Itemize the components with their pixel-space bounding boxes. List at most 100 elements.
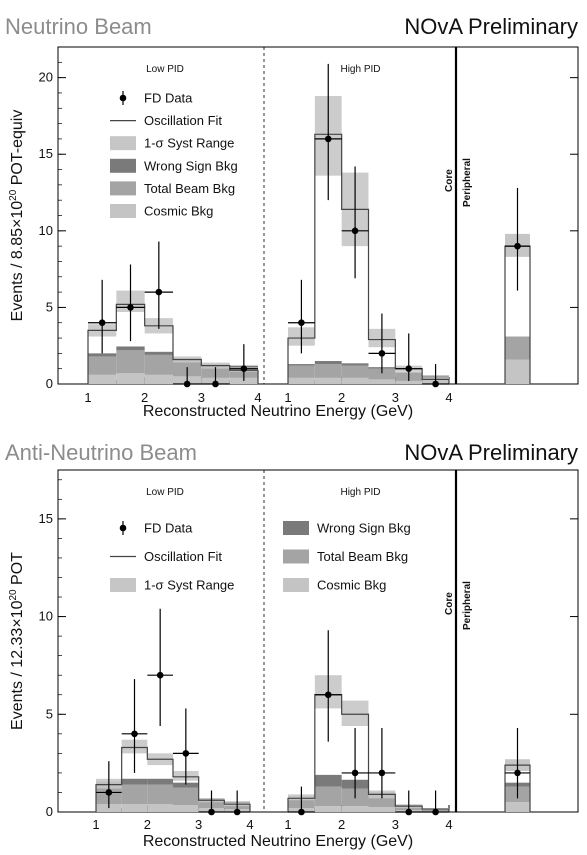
chart-panel-2: Anti-Neutrino Beam NOvA Preliminary Low PI… xyxy=(5,440,579,850)
high-x-tick-label: 2 xyxy=(338,390,345,405)
legend-label: FD Data xyxy=(144,91,193,106)
low-x-tick-label: 3 xyxy=(198,390,205,405)
legend-swatch xyxy=(110,181,136,196)
total-beam-bkg-bar xyxy=(147,784,173,805)
legend-swatch xyxy=(110,204,136,218)
legend-label: Cosmic Bkg xyxy=(317,578,386,593)
cosmic-bkg-bar xyxy=(395,380,423,384)
y-tick-label: 0 xyxy=(46,376,53,391)
total-beam-bkg-bar xyxy=(314,364,342,378)
data-point xyxy=(105,789,113,796)
cosmic-bkg-bar xyxy=(288,377,315,384)
high-pid-label: High PID xyxy=(340,64,380,75)
legend-item: Cosmic Bkg xyxy=(110,204,213,219)
y-tick-label: 5 xyxy=(46,706,53,721)
chart-title: Neutrino Beam xyxy=(5,14,152,39)
data-point xyxy=(298,808,305,816)
data-point xyxy=(212,380,219,388)
low-x-tick-label: 1 xyxy=(84,390,91,405)
data-point xyxy=(183,380,191,388)
low-x-tick-label: 4 xyxy=(254,390,261,405)
legend-label: 1-σ Syst Range xyxy=(144,136,234,151)
y-axis-label-part: Events / 8.85×10 xyxy=(9,201,26,322)
data-point xyxy=(378,769,386,777)
cosmic-bkg-bar xyxy=(147,804,173,812)
legend-label: Total Beam Bkg xyxy=(317,549,408,564)
cosmic-bkg-bar xyxy=(341,806,369,812)
legend-data-marker xyxy=(119,94,127,102)
high-x-tick-label: 1 xyxy=(284,817,291,832)
chart-panel-1: Neutrino Beam NOvA Preliminary Low PID High… xyxy=(5,14,579,420)
data-point xyxy=(131,730,138,738)
data-point xyxy=(208,808,215,816)
low-x-tick-label: 4 xyxy=(246,817,253,832)
legend-swatch xyxy=(283,521,309,535)
legend-item: Total Beam Bkg xyxy=(283,549,408,564)
legend-swatch xyxy=(283,549,309,564)
data-point xyxy=(514,769,521,777)
high-x-tick-label: 1 xyxy=(284,390,291,405)
legend-item: FD Data xyxy=(119,521,193,536)
y-axis-label-exponent: 20 xyxy=(8,189,19,201)
y-tick-label: 10 xyxy=(39,609,53,624)
high-x-tick-label: 4 xyxy=(445,817,452,832)
wrong-sign-bkg-bar xyxy=(314,774,342,787)
total-beam-bkg-bar xyxy=(341,365,369,378)
data-point xyxy=(324,135,332,143)
wrong-sign-bkg-bar xyxy=(314,361,342,365)
wrong-sign-bkg-bar xyxy=(341,363,369,366)
legend-swatch xyxy=(283,578,309,592)
legend-label: Wrong Sign Bkg xyxy=(144,158,238,173)
x-axis-label: Reconstructed Neutrino Energy (GeV) xyxy=(143,403,413,420)
y-tick-label: 15 xyxy=(39,511,53,526)
oscillation-fit-line xyxy=(95,746,251,812)
legend-label: Wrong Sign Bkg xyxy=(317,521,411,536)
total-beam-bkg-bar xyxy=(173,787,199,806)
legend-item: Wrong Sign Bkg xyxy=(110,158,238,173)
data-point xyxy=(324,691,332,699)
data-point xyxy=(514,242,521,250)
wrong-sign-bkg-bar xyxy=(173,782,199,788)
legend-item: Oscillation Fit xyxy=(110,549,222,564)
y-axis-label-part: POT-equiv xyxy=(9,110,26,190)
legend-swatch xyxy=(110,158,136,173)
total-beam-bkg-bar xyxy=(505,336,530,360)
cosmic-bkg-bar xyxy=(368,379,396,384)
peripheral-histogram xyxy=(504,727,531,812)
core-label: Core xyxy=(444,592,455,615)
legend-data-marker xyxy=(119,524,127,532)
cosmic-bkg-bar xyxy=(121,804,148,812)
y-axis-label: Events / 8.85×1020 POT-equiv xyxy=(8,110,26,322)
legend-label: FD Data xyxy=(144,521,193,536)
wrong-sign-bkg-bar xyxy=(288,364,315,366)
wrong-sign-bkg-bar xyxy=(147,778,173,785)
data-point xyxy=(127,304,134,311)
high-pid-histogram xyxy=(287,630,450,816)
low-pid-label: Low PID xyxy=(146,487,184,498)
total-beam-bkg-bar xyxy=(88,356,117,375)
high-x-tick-label: 2 xyxy=(338,817,345,832)
cosmic-bkg-bar xyxy=(505,359,530,384)
peripheral-label: Peripheral xyxy=(462,158,473,207)
data-point xyxy=(351,769,359,777)
high-x-tick-label: 4 xyxy=(445,390,452,405)
cosmic-bkg-bar xyxy=(88,374,117,384)
cosmic-bkg-bar xyxy=(116,373,145,384)
low-pid-label: Low PID xyxy=(146,64,184,75)
data-point xyxy=(155,288,163,296)
total-beam-bkg-bar xyxy=(368,795,396,808)
y-axis-label-part: Events / 12.33×10 xyxy=(9,600,26,730)
oscillation-fit-line xyxy=(287,694,450,812)
chart-subtitle: NOvA Preliminary xyxy=(404,440,578,465)
legend-item: Cosmic Bkg xyxy=(283,578,386,593)
core-label: Core xyxy=(444,169,455,192)
data-point xyxy=(98,319,106,327)
legend: FD Data Oscillation Fit 1-σ Syst Range Wron… xyxy=(110,521,411,593)
legend-item: Wrong Sign Bkg xyxy=(283,521,411,536)
low-pid-histogram xyxy=(95,608,251,816)
low-x-tick-label: 1 xyxy=(92,817,99,832)
legend-label: 1-σ Syst Range xyxy=(144,578,234,593)
data-point xyxy=(182,750,190,757)
peripheral-label: Peripheral xyxy=(462,581,473,630)
